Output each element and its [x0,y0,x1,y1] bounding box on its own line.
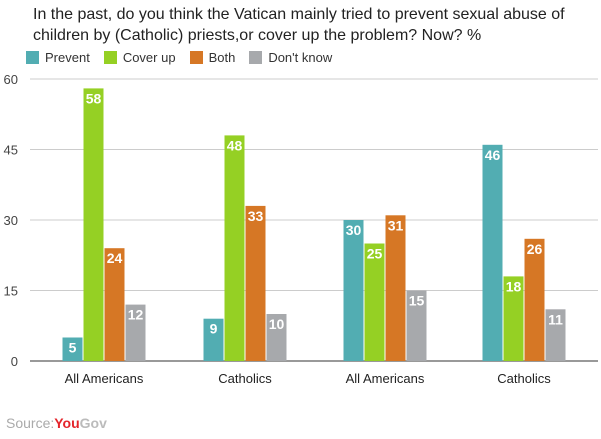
legend-swatch [189,51,203,64]
data-label: 46 [485,147,501,163]
y-tick-label: 0 [11,354,18,369]
legend-item-dont-know[interactable]: Don't know [249,50,332,65]
bar [83,88,104,362]
data-label: 26 [527,241,543,257]
data-label: 11 [548,311,563,327]
legend-label: Both [208,50,236,65]
legend-item-cover-up[interactable]: Cover up [103,50,176,65]
legend-label: Don't know [268,50,333,65]
bar [524,238,545,361]
legend-swatch [249,51,263,64]
legend-item-both[interactable]: Both [189,50,236,65]
legend: Prevent Cover up Both Don't know [26,50,346,65]
bar [245,205,266,361]
source-label: Source: [6,415,55,431]
data-label: 9 [210,321,218,337]
data-label: 25 [367,246,383,262]
bar [203,318,224,361]
bar [406,290,427,361]
bar [385,215,406,361]
data-label: 10 [269,316,285,332]
bar [364,243,385,361]
x-tick-label: Catholics [497,371,551,386]
legend-label: Prevent [45,50,90,65]
y-tick-label: 15 [4,284,18,299]
yougov-logo-gov: Gov [79,415,107,431]
bar [343,220,364,361]
y-tick-label: 30 [4,213,18,228]
bar [266,314,287,361]
data-label: 12 [128,307,144,323]
data-label: 30 [346,222,362,238]
bar [545,309,566,361]
data-label: 24 [107,250,123,266]
bar [482,144,503,361]
bar [503,276,524,361]
legend-swatch [103,51,117,64]
data-label: 15 [409,293,425,309]
x-tick-label: All Americans [65,371,144,386]
legend-swatch [26,51,39,64]
chart-title: In the past, do you think the Vatican ma… [33,6,565,44]
legend-label: Cover up [122,50,176,65]
x-tick-label: All Americans [346,371,425,386]
y-tick-label: 60 [4,72,18,87]
data-label: 33 [248,208,264,224]
yougov-logo-you: You [54,415,80,431]
bar [62,337,83,361]
data-label: 5 [69,340,77,356]
data-label: 58 [86,90,102,106]
data-label: 48 [227,137,243,153]
legend-item-prevent[interactable]: Prevent [26,50,90,65]
data-label: 18 [506,278,522,294]
data-label: 31 [388,217,404,233]
bar [125,304,146,361]
bar [104,248,125,361]
y-tick-label: 45 [4,143,18,158]
source-credit: Source:YouGov [6,415,107,431]
bar [224,135,245,361]
x-tick-label: Catholics [218,371,272,386]
